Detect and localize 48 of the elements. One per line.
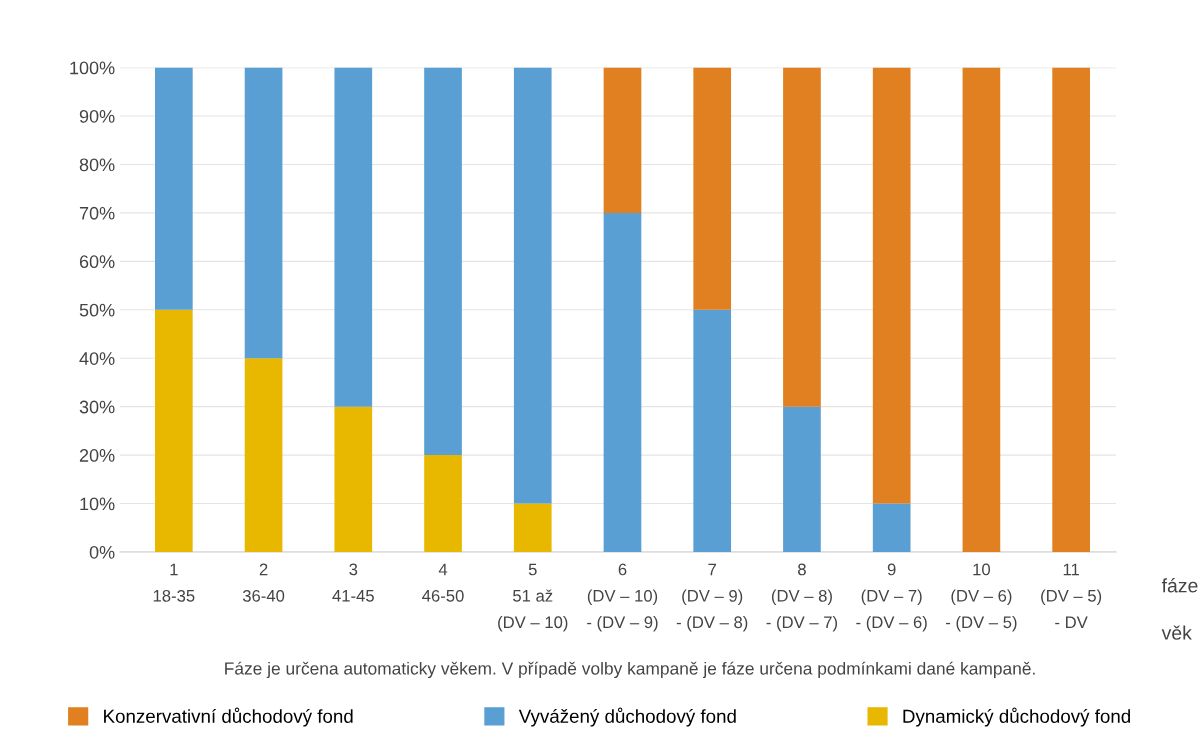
x-tick-label: 3 41-45 xyxy=(332,563,374,602)
y-tick-label: 80% xyxy=(79,158,115,172)
bar xyxy=(603,212,642,552)
bar xyxy=(783,67,821,407)
bar xyxy=(154,309,193,552)
x-tick-label: 6 (DV – 10) - (DV – 9) xyxy=(587,563,658,632)
y-tick-label: 30% xyxy=(79,400,115,414)
legend-label: Vyvážený důchodový fond xyxy=(518,707,736,727)
y-tick-label: 10% xyxy=(80,497,115,511)
x-tick-label: 1 18-35 xyxy=(153,563,195,602)
bar xyxy=(334,67,373,407)
x-tick-label: 11 (DV – 5) - DV xyxy=(1041,563,1102,628)
bar xyxy=(872,67,911,504)
legend-label: Dynamický důchodový fond xyxy=(903,707,1130,727)
y-tick-label: 20% xyxy=(79,449,115,462)
bar xyxy=(244,358,283,552)
text: Fáze je určena automaticky věkem. V případě volby kampaně je fáze určena podmínkami dané kampaně. xyxy=(225,661,1035,679)
bar xyxy=(513,67,552,504)
y-tick-label: 100% xyxy=(70,61,115,75)
y-tick-label: 60% xyxy=(79,255,115,269)
y-tick-label: 90% xyxy=(79,109,115,123)
y-tick-label: 70% xyxy=(79,206,115,220)
bar xyxy=(693,309,732,552)
bar xyxy=(513,503,552,552)
bar xyxy=(603,67,642,213)
bar xyxy=(1052,67,1090,552)
y-tick-label: 0% xyxy=(89,545,115,559)
bar xyxy=(962,67,1001,552)
bar xyxy=(783,406,821,552)
x-tick-label: 7 (DV – 9) - (DV – 8) xyxy=(676,563,748,632)
text: věk xyxy=(1161,625,1192,640)
y-tick-label: 50% xyxy=(79,303,115,317)
text: fáze xyxy=(1161,577,1198,593)
bar xyxy=(693,67,732,310)
bar xyxy=(872,503,911,552)
x-tick-label: 4 46-50 xyxy=(422,563,464,602)
bar xyxy=(424,67,462,456)
legend-label: Konzervativní důchodový fond xyxy=(104,707,353,727)
bar xyxy=(424,455,462,552)
bar xyxy=(334,406,373,552)
x-tick-label: 10 (DV – 6) - (DV – 5) xyxy=(946,563,1017,632)
x-tick-label: 9 (DV – 7) - (DV – 6) xyxy=(856,563,927,632)
x-tick-label: 8 (DV – 8) - (DV – 7) xyxy=(766,563,838,632)
x-tick-label: 5 51 až (DV – 10) xyxy=(498,563,568,632)
bar xyxy=(244,67,283,359)
x-tick-label: 2 36-40 xyxy=(242,563,285,602)
bar xyxy=(154,67,193,310)
y-tick-label: 40% xyxy=(79,352,115,365)
